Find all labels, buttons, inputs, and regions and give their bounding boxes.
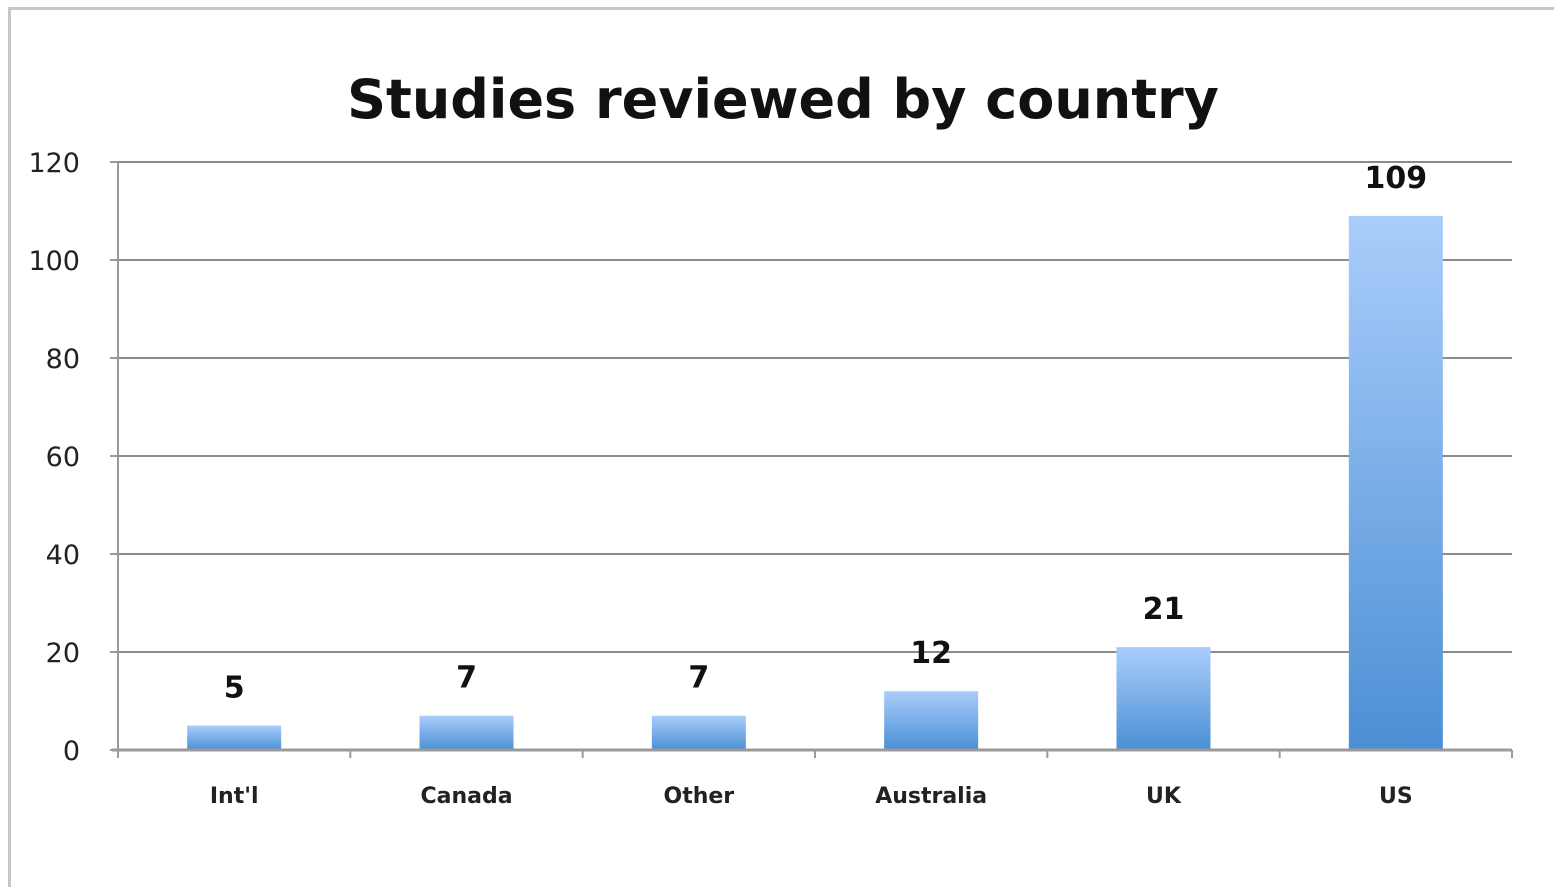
x-tick-label: Int'l bbox=[210, 784, 259, 809]
x-tick-label: Other bbox=[664, 784, 735, 809]
bar bbox=[651, 715, 746, 750]
y-tick-label: 60 bbox=[46, 442, 80, 473]
chart-frame bbox=[8, 7, 1554, 887]
y-tick-label: 0 bbox=[63, 736, 80, 767]
x-tick-label: UK bbox=[1146, 784, 1182, 809]
y-tick-label: 80 bbox=[46, 344, 80, 375]
data-label: 5 bbox=[224, 671, 245, 706]
gridlines bbox=[118, 161, 1512, 653]
y-tick-label: 100 bbox=[28, 246, 80, 277]
data-label: 12 bbox=[910, 636, 952, 671]
bar bbox=[884, 691, 979, 750]
x-tick-label: Australia bbox=[875, 784, 987, 809]
x-tick-label: US bbox=[1379, 784, 1413, 809]
data-label: 21 bbox=[1143, 592, 1185, 627]
x-tick-label: Canada bbox=[420, 784, 512, 809]
axes bbox=[110, 161, 1513, 758]
y-tick-label: 20 bbox=[46, 638, 80, 669]
labels: 0 20 40 60 80 100 120 5 Int'l 7 Canada 7 Other 12 Aust… bbox=[28, 148, 1427, 809]
bar bbox=[1348, 215, 1443, 750]
bar bbox=[1116, 647, 1211, 750]
bar bbox=[419, 715, 514, 750]
chart-title: Studies reviewed by country bbox=[347, 68, 1219, 131]
bar bbox=[187, 725, 282, 750]
y-tick-label: 40 bbox=[46, 540, 80, 571]
data-label: 7 bbox=[688, 661, 709, 696]
data-label: 109 bbox=[1365, 161, 1428, 196]
bars bbox=[187, 215, 1443, 750]
y-tick-label: 120 bbox=[28, 148, 80, 179]
data-label: 7 bbox=[456, 661, 477, 696]
